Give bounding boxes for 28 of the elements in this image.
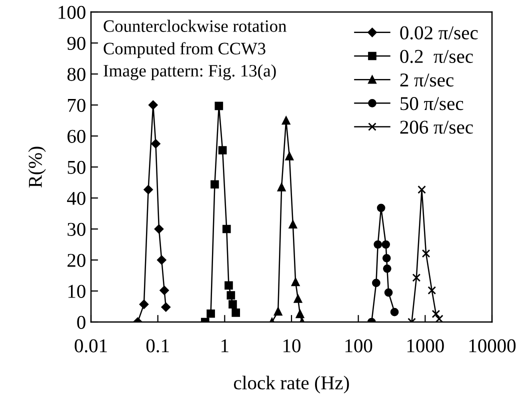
- x-tick-label: 1: [222, 339, 228, 352]
- annotation: Counterclockwise rotation: [104, 20, 286, 32]
- y-tick-label: 20: [68, 254, 86, 267]
- y-tick-label: 100: [58, 6, 86, 19]
- x-tick-label: 100: [345, 339, 372, 352]
- y-tick-label: 40: [67, 192, 86, 205]
- legend-label: 206 π/sec: [400, 120, 473, 134]
- legend-label: 0.02 π/sec: [400, 26, 478, 40]
- y-tick-label: 50: [68, 160, 86, 174]
- legend-label: 0.2 π/sec: [400, 50, 473, 64]
- x-tick-label: 1000: [407, 339, 444, 352]
- y-tick-label: 10: [68, 284, 86, 298]
- x-tick-label: 10000: [469, 339, 516, 352]
- legend-label: 50 π/sec: [400, 97, 464, 110]
- legend-label: 2 π/sec: [400, 74, 454, 87]
- y-tick-label: 70: [68, 98, 86, 112]
- y-tick-label: 0: [77, 316, 86, 329]
- y-tick-label: 90: [67, 36, 86, 50]
- x-axis-title: clock rate (Hz): [234, 376, 349, 394]
- y-tick-label: 60: [68, 130, 86, 143]
- x-tick-label: 0.01: [74, 339, 107, 352]
- annotation: Computed from CCW3: [104, 42, 266, 58]
- y-axis-title: R(%): [28, 146, 46, 188]
- annotation: Image pattern: Fig. 13(a): [104, 64, 276, 80]
- x-tick-label: 10: [283, 339, 300, 352]
- y-tick-label: 30: [68, 222, 86, 236]
- x-tick-label: 0.1: [146, 339, 169, 352]
- y-tick-label: 80: [67, 68, 86, 81]
